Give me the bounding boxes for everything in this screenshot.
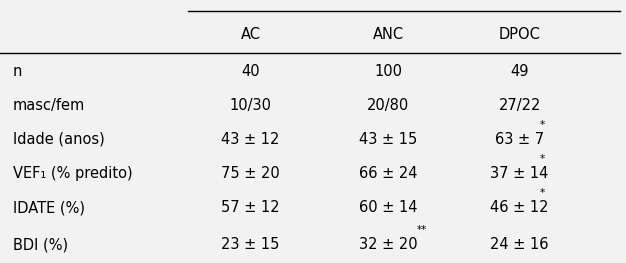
Text: IDATE (%): IDATE (%) bbox=[13, 200, 85, 215]
Text: 43 ± 15: 43 ± 15 bbox=[359, 132, 418, 147]
Text: AC: AC bbox=[240, 27, 260, 42]
Text: 23 ± 15: 23 ± 15 bbox=[221, 237, 280, 252]
Text: 24 ± 16: 24 ± 16 bbox=[490, 237, 549, 252]
Text: 57 ± 12: 57 ± 12 bbox=[221, 200, 280, 215]
Text: 43 ± 12: 43 ± 12 bbox=[221, 132, 280, 147]
Text: 49: 49 bbox=[510, 63, 529, 79]
Text: DPOC: DPOC bbox=[499, 27, 540, 42]
Text: BDI (%): BDI (%) bbox=[13, 237, 68, 252]
Text: 66 ± 24: 66 ± 24 bbox=[359, 166, 418, 181]
Text: ANC: ANC bbox=[372, 27, 404, 42]
Text: 46 ± 12: 46 ± 12 bbox=[490, 200, 549, 215]
Text: 37 ± 14: 37 ± 14 bbox=[490, 166, 549, 181]
Text: 20/80: 20/80 bbox=[367, 98, 409, 113]
Text: *: * bbox=[540, 120, 545, 130]
Text: 63 ± 7: 63 ± 7 bbox=[495, 132, 544, 147]
Text: **: ** bbox=[416, 225, 426, 235]
Text: 100: 100 bbox=[374, 63, 402, 79]
Text: 10/30: 10/30 bbox=[229, 98, 272, 113]
Text: 60 ± 14: 60 ± 14 bbox=[359, 200, 418, 215]
Text: n: n bbox=[13, 63, 22, 79]
Text: 40: 40 bbox=[241, 63, 260, 79]
Text: 32 ± 20: 32 ± 20 bbox=[359, 237, 418, 252]
Text: *: * bbox=[540, 154, 545, 164]
Text: *: * bbox=[540, 188, 545, 198]
Text: 27/22: 27/22 bbox=[498, 98, 541, 113]
Text: masc/fem: masc/fem bbox=[13, 98, 85, 113]
Text: Idade (anos): Idade (anos) bbox=[13, 132, 105, 147]
Text: 75 ± 20: 75 ± 20 bbox=[221, 166, 280, 181]
Text: VEF₁ (% predito): VEF₁ (% predito) bbox=[13, 166, 132, 181]
